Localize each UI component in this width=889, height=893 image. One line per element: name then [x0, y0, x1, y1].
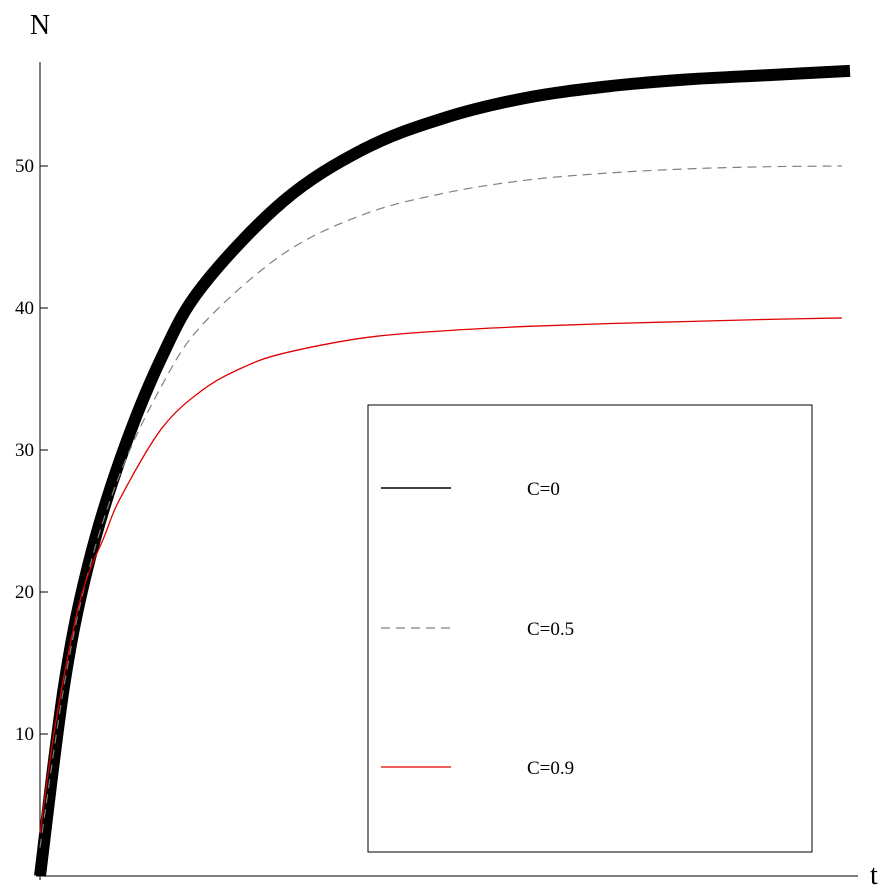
series-line-C=0.9 [39, 317, 842, 834]
y-tick-label: 20 [15, 582, 34, 603]
plot-area [34, 64, 851, 877]
legend-label: C=0 [527, 479, 560, 500]
series-line-C=0 [34, 64, 851, 877]
legend: C=0 C=0.5 C=0.9 [367, 404, 813, 853]
series-line-C=0.5 [39, 165, 842, 848]
y-tick-label: 30 [15, 440, 34, 461]
axes: 10 20 30 40 50 Nt [15, 10, 878, 891]
x-axis-title: t [870, 860, 878, 888]
legend-label: C=0.5 [527, 619, 574, 640]
y-tick-label: 40 [15, 298, 34, 319]
y-tick-label: 10 [15, 724, 34, 745]
y-axis-title: N [30, 10, 50, 41]
y-tick-label: 50 [15, 156, 34, 177]
legend-label: C=0.9 [527, 758, 574, 779]
